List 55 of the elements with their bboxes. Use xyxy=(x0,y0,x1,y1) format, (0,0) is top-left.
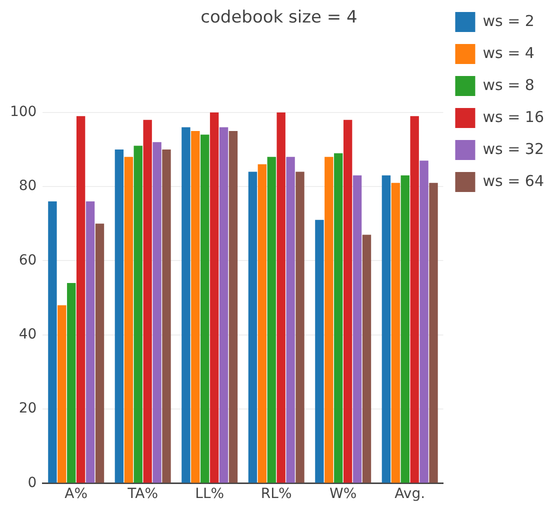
legend-label: ws = 2 xyxy=(482,12,534,30)
x-tick-label: TA% xyxy=(126,486,158,502)
bar xyxy=(48,201,57,483)
bar xyxy=(286,156,295,483)
bar xyxy=(210,112,219,483)
bar xyxy=(429,182,438,483)
bar xyxy=(200,134,210,483)
bar xyxy=(86,201,95,483)
bar xyxy=(248,172,258,483)
bar xyxy=(162,149,171,483)
bar xyxy=(276,112,286,483)
x-tick-label: RL% xyxy=(260,486,292,502)
bar xyxy=(228,130,238,483)
legend-label: ws = 4 xyxy=(482,44,534,62)
x-tick-label: W% xyxy=(330,486,357,502)
y-tick-label: 40 xyxy=(18,326,37,343)
bar xyxy=(76,116,86,483)
x-tick-label: A% xyxy=(64,486,88,502)
bar xyxy=(219,127,228,483)
legend-label: ws = 8 xyxy=(482,76,534,94)
x-tick-label: Avg. xyxy=(394,486,426,502)
legend-label: ws = 16 xyxy=(482,108,544,126)
y-tick-label: 0 xyxy=(28,474,37,491)
y-tick-label: 20 xyxy=(18,400,37,417)
bar xyxy=(124,156,134,483)
bar xyxy=(352,175,362,483)
bar xyxy=(410,116,419,483)
bar xyxy=(191,130,200,483)
bar xyxy=(134,146,142,483)
bar xyxy=(258,164,267,483)
bar xyxy=(343,120,352,483)
bar xyxy=(182,127,190,483)
x-tick-label: LL% xyxy=(195,486,224,502)
bar xyxy=(315,220,324,483)
bar xyxy=(324,156,334,483)
bar xyxy=(67,282,76,483)
bar xyxy=(334,153,343,483)
bar xyxy=(382,175,391,483)
legend-label: ws = 32 xyxy=(482,140,544,158)
y-tick-label: 100 xyxy=(10,104,37,120)
bar xyxy=(400,175,410,483)
bar xyxy=(143,120,152,483)
legend-label: ws = 64 xyxy=(482,172,544,190)
bar xyxy=(152,142,162,483)
bar xyxy=(95,224,104,483)
bar xyxy=(391,182,400,483)
y-tick-label: 60 xyxy=(18,252,37,268)
bar xyxy=(296,172,304,483)
bar xyxy=(58,305,66,483)
bar xyxy=(114,149,124,483)
chart-title: codebook size = 4 xyxy=(200,8,358,28)
bar xyxy=(267,156,276,483)
y-tick-label: 80 xyxy=(18,178,37,194)
bar xyxy=(420,160,428,483)
bar xyxy=(362,234,372,483)
